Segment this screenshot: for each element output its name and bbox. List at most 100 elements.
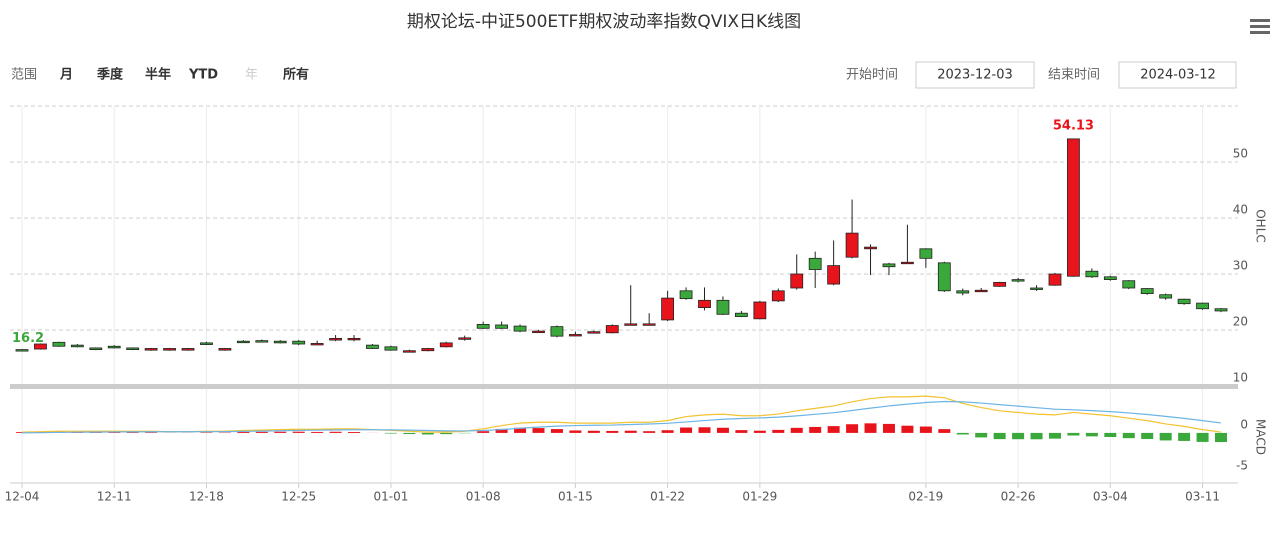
x-tick-label: 01-29 [742,490,777,504]
macd-bar [1012,433,1024,439]
start-date[interactable]: 2023-12-03 [937,68,1013,83]
candle-body [625,324,637,326]
candle-body [791,274,803,288]
macd-bar [1215,433,1227,442]
x-tick-label: 12-18 [189,490,224,504]
candle-body [293,341,305,344]
candle-body [514,326,526,331]
macd-bar [311,432,323,433]
macd-bar [274,432,286,433]
candle-body [754,302,766,319]
candle-body [772,291,784,301]
macd-bar [606,431,618,433]
macd-bar [1031,433,1043,439]
candle-body [127,348,139,350]
macd-bar [588,431,600,433]
macd-bar [532,428,544,433]
candle-body [311,343,323,345]
candle-body [1141,289,1153,294]
macd-bar [901,426,913,433]
range-button[interactable]: 半年 [145,67,171,83]
macd-bar [662,430,674,433]
menu-bar[interactable] [1250,19,1270,22]
macd-bar [348,432,360,433]
macd-bar [772,430,784,433]
panel-separator [10,384,1238,389]
candle-body [459,338,471,340]
candle-body [385,347,397,350]
macd-bar [440,433,452,434]
candle-body [828,266,840,284]
macd-bar [865,423,877,433]
macd-bar [1160,433,1172,441]
candle-body [846,233,858,257]
min-label: 16.2 [12,331,44,346]
macd-bar [828,426,840,433]
candle-body [1178,299,1190,303]
candle-body [348,338,360,340]
chart-title: 期权论坛-中证500ETF期权波动率指数QVIX日K线图 [407,12,801,32]
x-tick-label: 02-26 [1001,490,1036,504]
x-tick-label: 12-04 [5,490,40,504]
x-tick-label: 01-22 [650,490,685,504]
macd-bar [256,432,268,433]
range-button[interactable]: 年 [245,68,258,83]
candle-body [1031,288,1043,290]
candle-body [200,343,212,345]
macd-bar [569,430,581,432]
macd-bar [1197,433,1209,442]
candle-body [975,290,987,292]
macd-bar [994,433,1006,439]
macd-line [22,396,1221,432]
candle-body [16,350,28,352]
candle-body [717,300,729,314]
macd-bar [975,433,987,438]
candle-body [403,351,415,353]
x-tick-label: 03-04 [1093,490,1128,504]
candle-body [219,348,231,350]
macd-bar [237,432,249,433]
candle-body [108,346,120,348]
candle-body [957,291,969,293]
candle-body [71,345,83,347]
range-button[interactable]: 所有 [283,67,309,83]
macd-bar [1123,433,1135,438]
candle-body [477,324,489,328]
range-button[interactable]: 季度 [96,67,124,83]
y-axis-label: OHLC [1254,209,1268,243]
macd-bar [1104,433,1116,437]
range-button[interactable]: YTD [188,68,218,83]
x-tick-label: 01-01 [373,490,408,504]
macd-bar [330,432,342,433]
menu-button[interactable] [1250,19,1270,34]
candle-body [366,345,378,348]
y-tick-label: 20 [1233,315,1248,329]
end-date[interactable]: 2024-03-12 [1140,68,1216,83]
candle-body [551,327,563,337]
candle-body [1086,271,1098,277]
y-tick-label: 40 [1233,203,1248,217]
macd-bar [1049,433,1061,439]
macd-bar [717,428,729,433]
start-label: 开始时间 [846,68,898,83]
max-label: 54.13 [1053,118,1094,133]
candle-body [606,326,618,333]
menu-bar[interactable] [1250,25,1270,28]
x-tick-label: 03-11 [1185,490,1220,504]
macd-bar [809,427,821,433]
candle-body [994,282,1006,286]
candle-body [1215,309,1227,311]
candle-body [440,343,452,347]
y-tick-label: 10 [1233,371,1248,385]
candle-body [1123,281,1135,288]
menu-bar[interactable] [1250,31,1270,34]
candle-body [90,348,102,350]
range-button[interactable]: 月 [59,68,73,83]
candle-body [809,258,821,269]
candle-body [422,348,434,350]
candle-body [496,325,508,328]
candle-body [237,341,249,343]
macd-bar [938,429,950,433]
candle-body [588,332,600,334]
